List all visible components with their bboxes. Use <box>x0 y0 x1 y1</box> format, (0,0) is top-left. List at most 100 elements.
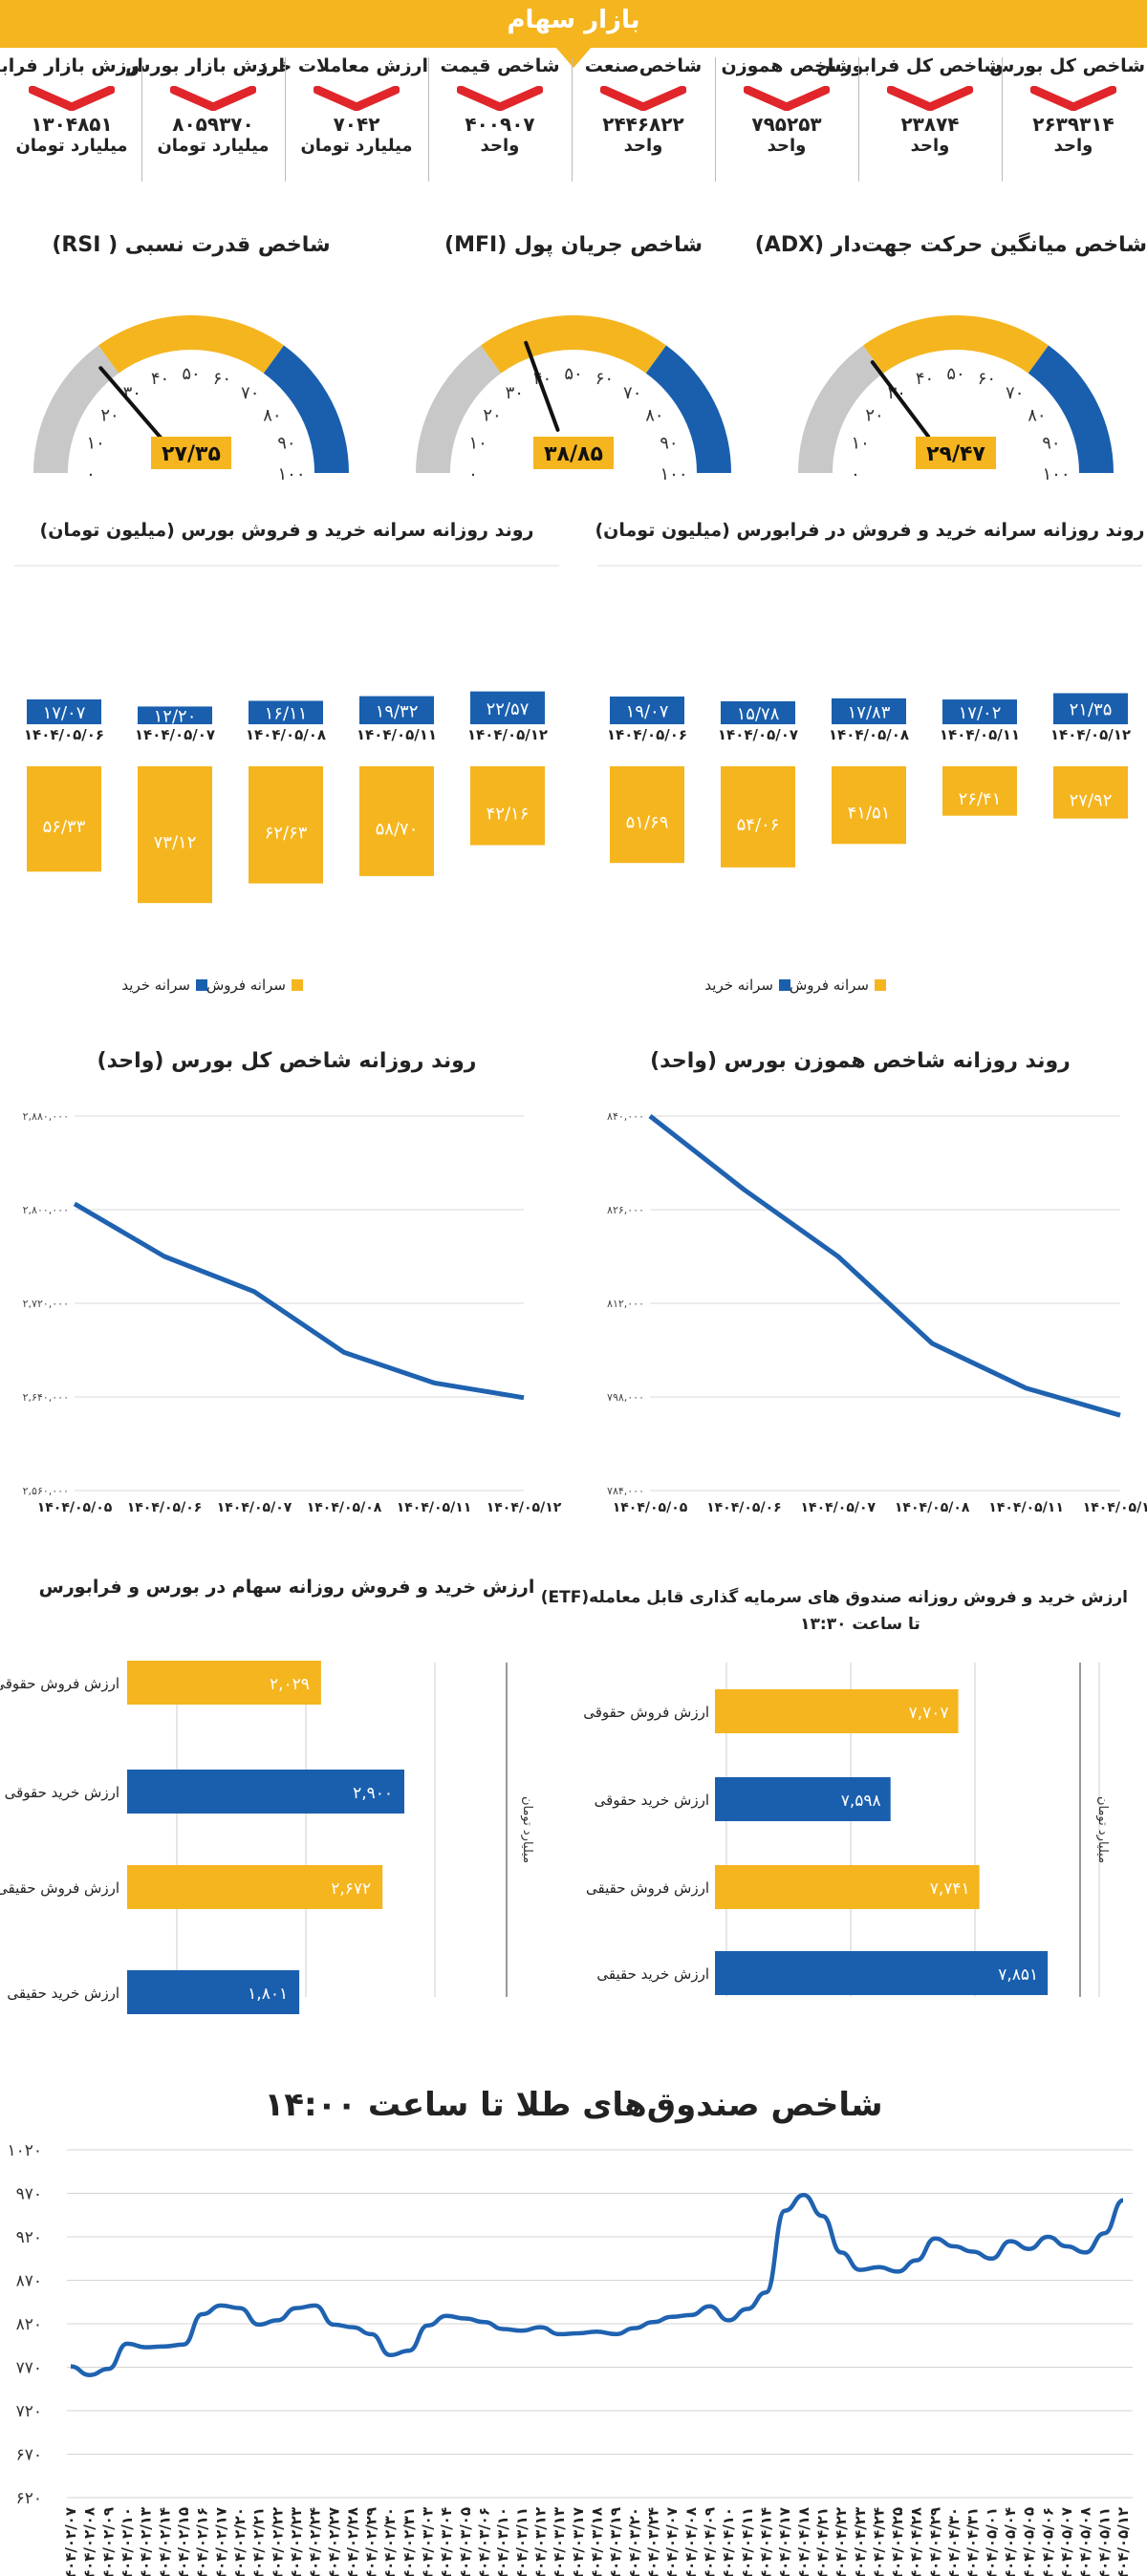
indicator-unit: میلیارد تومان <box>15 136 128 156</box>
x-tick-label: ۱۴۰۴/۰۳/۰۳ <box>420 2507 437 2576</box>
gauge-needle <box>524 340 560 432</box>
x-tick-label: ۱۴۰۴/۰۲/۳۱ <box>400 2507 418 2576</box>
y-tick-label: ۶۲۰ <box>16 2489 42 2508</box>
bar-category-label: ۱۴۰۴/۰۵/۰۸ <box>246 726 326 743</box>
x-tick-label: ۱۴۰۴/۰۴/۲۱ <box>813 2507 831 2576</box>
divider <box>428 57 429 182</box>
x-tick-label: ۱۴۰۴/۰۵/۰۷ <box>217 1500 292 1515</box>
hbar-value-label: ۲,۹۰۰ <box>353 1784 393 1803</box>
gauge-band <box>481 315 666 374</box>
gauge-value-box <box>533 437 614 469</box>
bar-buy <box>138 706 212 724</box>
percap-charts: ۱۹/۰۷ ۱۴۰۴/۰۵/۰۶ ۵۱/۶۹ ۱۵/۷۸ ۱۴۰۴/۰۵/۰۷ ۵۴/۰۶… <box>14 565 1142 994</box>
chart-title-hamvazn: روند روزانه شاخص هموزن بورس (واحد) <box>650 1049 1071 1073</box>
gauge-tick-label: ۱۰۰ <box>1042 464 1070 484</box>
x-tick-label: ۱۴۰۴/۰۲/۰۷ <box>62 2507 79 2576</box>
indicator-unit: واحد <box>910 136 950 156</box>
indicator-total-bourse: شاخص کل بورس ۲۶۳۹۳۱۴ واحد <box>989 55 1145 159</box>
legend-swatch-sell <box>292 979 303 991</box>
y-tick-label: ۹۲۰ <box>16 2228 42 2247</box>
x-tick-label: ۱۴۰۴/۰۵/۰۴ <box>1002 2507 1019 2576</box>
down-chevron-icon <box>29 86 115 111</box>
x-tick-label: ۱۴۰۴/۰۲/۲۴ <box>307 2507 324 2576</box>
bar-category-label: ۱۴۰۴/۰۵/۱۲ <box>1050 726 1131 743</box>
gauge-tick-label: ۱۰ <box>468 434 487 454</box>
gauge-tick-label: ۷۰ <box>623 383 641 403</box>
hbar-value-label: ۲,۰۲۹ <box>270 1675 310 1694</box>
gauge-tick-label: ۵۰ <box>182 364 200 384</box>
x-tick-label: ۱۴۰۴/۰۲/۲۳ <box>288 2507 305 2576</box>
gauges: ۰۱۰۲۰۳۰۴۰۵۰۶۰۷۰۸۰۹۰۱۰۰۲۹/۴۷۰۱۰۲۰۳۰۴۰۵۰۶۰… <box>33 315 1114 484</box>
line-chart-kol: ۲,۵۶۰,۰۰۰ ۲,۶۴۰,۰۰۰ ۲,۷۲۰,۰۰۰ ۲,۸۰۰,۰۰۰ ۲,۸۸… <box>23 1110 562 1515</box>
hbar-category-label: ارزش خرید حقوقی <box>5 1784 119 1801</box>
bar-sell <box>249 766 323 884</box>
bar-sell-label: ۶۲/۶۳ <box>265 823 308 843</box>
y-tick-label: ۸۲۶,۰۰۰ <box>607 1204 644 1216</box>
x-tick-label: ۱۴۰۴/۰۲/۰۸ <box>81 2507 98 2576</box>
chart-title-kol: روند روزانه شاخص کل بورس (واحد) <box>97 1049 477 1073</box>
bar-sell <box>610 766 684 864</box>
gauge-tick-label: ۴۰ <box>151 369 169 389</box>
x-tick-label: ۱۴۰۴/۰۴/۰۸ <box>682 2507 700 2576</box>
x-tick-label: ۱۴۰۴/۰۵/۰۶ <box>1039 2507 1056 2576</box>
gauge-needle <box>98 366 163 440</box>
x-tick-label: ۱۴۰۴/۰۴/۲۳ <box>852 2507 869 2576</box>
series-line <box>70 2193 1124 2377</box>
hbar-value-label: ۷,۷۴۱ <box>930 1879 970 1899</box>
bar-buy-label: ۱۲/۲۰ <box>154 707 197 727</box>
hbar-category-label: ارزش فروش حقیقی <box>0 1879 119 1897</box>
bar-sell <box>721 766 795 868</box>
x-tick-label: ۱۴۰۴/۰۲/۲۲ <box>269 2507 286 2576</box>
hbar <box>715 1689 959 1733</box>
indicator-title: ارزش بازار فرابورس <box>0 55 143 76</box>
divider <box>572 57 573 182</box>
bar-buy <box>832 698 906 724</box>
gauge-tick-label: ۶۰ <box>978 369 996 389</box>
divider <box>1002 57 1003 182</box>
x-tick-label: ۱۴۰۴/۰۴/۰۷ <box>663 2507 681 2576</box>
bar-buy <box>249 700 323 724</box>
bar-buy <box>721 700 795 724</box>
bar-category-label: ۱۴۰۴/۰۵/۱۱ <box>940 726 1020 743</box>
x-tick-label: ۱۴۰۴/۰۳/۰۶ <box>476 2507 493 2576</box>
hbar <box>715 1951 1049 1995</box>
bar-buy-label: ۱۷/۰۷ <box>43 703 86 723</box>
indicator-title: شاخص کل بورس <box>989 55 1145 76</box>
bar-sell-label: ۲۷/۹۲ <box>1070 790 1113 810</box>
hbar-category-label: ارزش خرید حقوقی <box>595 1792 709 1809</box>
x-tick-label: ۱۴۰۴/۰۳/۱۷ <box>570 2507 587 2576</box>
gauge-tick-label: ۱۰ <box>86 434 104 454</box>
gauge-tick-label: ۱۰۰ <box>660 464 687 484</box>
indicator-value: ۲۳۸۷۴ <box>900 113 960 136</box>
bar-category-label: ۱۴۰۴/۰۵/۰۶ <box>607 726 687 743</box>
bar-buy <box>610 696 684 724</box>
hbar-value-label: ۱,۸۰۱ <box>248 1985 288 2004</box>
x-tick-label: ۱۴۰۴/۰۵/۰۶ <box>127 1500 203 1515</box>
indicator-bourse-market-value: ارزش بازار بورس ۸۰۵۹۳۷۰ میلیارد تومان <box>125 55 285 159</box>
bar-buy-label: ۱۶/۱۱ <box>265 704 308 724</box>
bar-sell-label: ۴۱/۵۱ <box>848 804 891 824</box>
gauge-band <box>645 345 731 473</box>
indicator-industry: شاخص‌صنعت ۲۴۴۶۸۲۲ واحد <box>572 55 715 159</box>
hbar-chart-stocks: میلیارد تومان ارزش فروش حقوقی ۲,۰۲۹ ارزش خر… <box>0 1661 534 2014</box>
gauge-band <box>98 315 284 374</box>
indicator-price: شاخص قیمت ۴۰۰۹۰۷ واحد <box>428 55 572 159</box>
x-tick-label: ۱۴۰۴/۰۴/۲۲ <box>833 2507 850 2576</box>
indicator-value: ۱۳۰۴۸۵۱ <box>31 113 113 136</box>
hbar-value-label: ۷,۵۹۸ <box>841 1792 881 1811</box>
legend-label-sell: سرانه فروش <box>790 977 869 994</box>
x-tick-label: ۱۴۰۴/۰۵/۰۱ <box>983 2507 1000 2576</box>
bar-sell-label: ۵۴/۰۶ <box>737 815 780 835</box>
hbar <box>715 1777 891 1821</box>
x-tick-label: ۱۴۰۴/۰۳/۰۵ <box>457 2507 474 2576</box>
gauge-tick-label: ۹۰ <box>660 434 678 454</box>
x-tick-label: ۱۴۰۴/۰۳/۲۴ <box>644 2507 661 2576</box>
divider <box>285 57 286 182</box>
hbar-category-label: ارزش خرید حقیقی <box>7 1985 119 2002</box>
indicator-title: شاخص‌صنعت <box>584 55 703 76</box>
gauge-band <box>1028 345 1114 473</box>
bar-sell <box>27 766 101 872</box>
